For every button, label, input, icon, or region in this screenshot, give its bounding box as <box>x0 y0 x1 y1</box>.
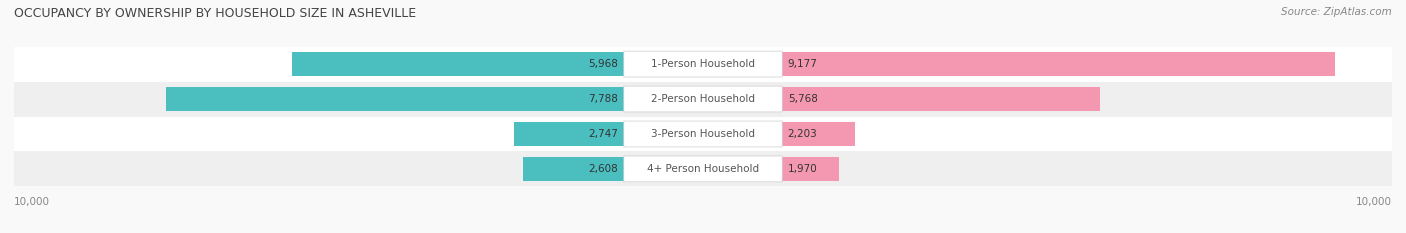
Bar <box>14 82 1392 116</box>
Bar <box>703 122 855 146</box>
Text: 10,000: 10,000 <box>1355 197 1392 207</box>
FancyBboxPatch shape <box>624 51 782 77</box>
Text: 2,203: 2,203 <box>787 129 817 139</box>
FancyBboxPatch shape <box>624 156 782 182</box>
Bar <box>14 151 1392 186</box>
Bar <box>292 52 703 76</box>
Bar <box>523 157 703 181</box>
Text: OCCUPANCY BY OWNERSHIP BY HOUSEHOLD SIZE IN ASHEVILLE: OCCUPANCY BY OWNERSHIP BY HOUSEHOLD SIZE… <box>14 7 416 20</box>
Text: 9,177: 9,177 <box>787 59 818 69</box>
Bar <box>703 52 1336 76</box>
Text: 10,000: 10,000 <box>14 197 51 207</box>
Text: 7,788: 7,788 <box>588 94 619 104</box>
Text: 1,970: 1,970 <box>787 164 817 174</box>
Text: 2-Person Household: 2-Person Household <box>651 94 755 104</box>
Bar <box>14 47 1392 82</box>
Text: 2,608: 2,608 <box>589 164 619 174</box>
Text: 4+ Person Household: 4+ Person Household <box>647 164 759 174</box>
Text: 5,768: 5,768 <box>787 94 818 104</box>
FancyBboxPatch shape <box>624 121 782 147</box>
Bar <box>513 122 703 146</box>
Bar <box>703 87 1101 111</box>
Bar <box>14 116 1392 151</box>
Bar <box>166 87 703 111</box>
Text: Source: ZipAtlas.com: Source: ZipAtlas.com <box>1281 7 1392 17</box>
Text: 2,747: 2,747 <box>588 129 619 139</box>
Bar <box>703 157 839 181</box>
Text: 5,968: 5,968 <box>588 59 619 69</box>
Text: 3-Person Household: 3-Person Household <box>651 129 755 139</box>
FancyBboxPatch shape <box>624 86 782 112</box>
Text: 1-Person Household: 1-Person Household <box>651 59 755 69</box>
